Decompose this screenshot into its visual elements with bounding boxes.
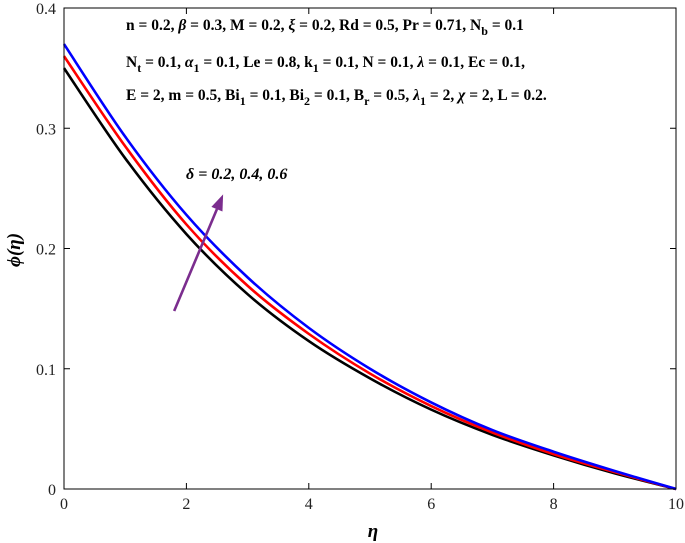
- series-curves: [62, 43, 677, 491]
- x-tick-label: 10: [668, 496, 684, 513]
- y-tick-label: 0: [48, 482, 56, 499]
- x-axis-ticks: 0 2 4 6 8 10: [60, 8, 684, 513]
- series-line-1: [62, 67, 677, 491]
- x-tick-label: 4: [305, 496, 313, 513]
- parameter-text: n = 0.2, β = 0.3, M = 0.2, ξ = 0.2, Rd =…: [126, 17, 547, 108]
- y-tick-label: 0.3: [36, 121, 56, 138]
- parameter-line-1: n = 0.2, β = 0.3, M = 0.2, ξ = 0.2, Rd =…: [126, 17, 524, 38]
- y-tick-label: 0.4: [36, 1, 56, 18]
- x-axis-label: η: [368, 521, 378, 542]
- annotation-label: δ = 0.2, 0.4, 0.6: [186, 166, 287, 183]
- x-tick-label: 8: [550, 496, 558, 513]
- x-tick-label: 0: [60, 496, 68, 513]
- y-axis-label: ϕ(η): [4, 233, 25, 267]
- series-line-3: [62, 43, 677, 491]
- plot-frame: [63, 7, 677, 490]
- annotation-arrow-head: [211, 194, 224, 212]
- x-tick-label: 2: [182, 496, 190, 513]
- x-tick-label: 6: [427, 496, 435, 513]
- series-line-2: [62, 55, 677, 491]
- y-axis-ticks: 0 0.1 0.2 0.3 0.4: [36, 1, 676, 499]
- y-tick-label: 0.1: [36, 362, 56, 379]
- parameter-line-3: E = 2, m = 0.5, Bi1 = 0.1, Bi2 = 0.1, Br…: [126, 87, 547, 108]
- annotation-arrow: [172, 208, 219, 312]
- parameter-line-2: Nt = 0.1, α1 = 0.1, Le = 0.8, k1 = 0.1, …: [126, 54, 525, 75]
- y-tick-label: 0.2: [36, 242, 56, 259]
- annotation: δ = 0.2, 0.4, 0.6: [172, 166, 287, 312]
